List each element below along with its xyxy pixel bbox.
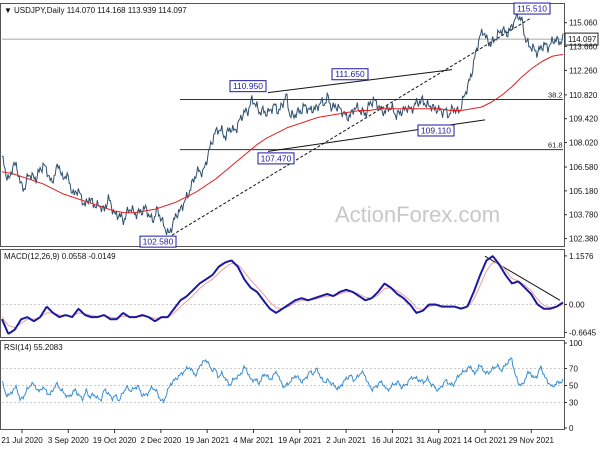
price-y-tick-label: 110.820 <box>569 91 598 100</box>
price-callout-label: 102.580 <box>143 237 174 247</box>
x-tick-label: 2 Dec 2020 <box>140 436 181 445</box>
x-tick-label: 19 Jan 2021 <box>185 436 230 445</box>
price-y-tick-label: 112.260 <box>569 66 598 75</box>
fib-level-label: 38.2 <box>548 90 563 99</box>
rsi-y-tick-label: 50 <box>569 382 578 391</box>
price-title-arrow: ▼ <box>4 6 12 15</box>
price-callout-box <box>417 124 455 137</box>
price-title: USDJPY,Daily 114.070 114.168 113.939 114… <box>14 6 187 15</box>
channel-upper-line <box>267 69 453 94</box>
x-tick-label: 2 Jun 2021 <box>326 436 366 445</box>
price-series <box>1 11 564 236</box>
price-y-tick-label: 109.420 <box>569 115 598 124</box>
price-y-tick-label: 103.780 <box>569 211 598 220</box>
x-tick-label: 31 Aug 2021 <box>416 436 461 445</box>
rsi-y-tick-label: 70 <box>569 365 578 374</box>
macd-pane <box>0 249 565 338</box>
last-price-label: 114.097 <box>568 35 597 44</box>
macd-y-tick-label: 0.00 <box>569 301 585 310</box>
price-y-tick-label: 108.020 <box>569 139 598 148</box>
x-tick-label: 14 Oct 2021 <box>463 436 507 445</box>
macd-signal-series <box>1 262 564 328</box>
macd-series <box>1 255 564 335</box>
macd-y-tick-label: -0.6645 <box>569 328 597 337</box>
rsi-y-tick-label: 100 <box>569 339 583 348</box>
price-y-tick-label: 105.180 <box>569 187 598 196</box>
watermark: ActionForex.com <box>335 202 500 227</box>
price-callout-box <box>229 80 267 93</box>
price-callout-label: 110.950 <box>233 81 263 91</box>
fib-level-label: 61.8 <box>548 141 563 150</box>
price-pane <box>0 3 565 247</box>
x-tick-label: 16 Jul 2021 <box>372 436 414 445</box>
x-tick-label: 29 Nov 2021 <box>509 436 555 445</box>
x-tick-label: 4 Mar 2021 <box>233 436 274 445</box>
price-y-tick-label: 115.060 <box>569 19 598 28</box>
price-callout-box <box>513 2 551 15</box>
rsi-y-tick-label: 30 <box>569 399 578 408</box>
price-callout-label: 115.510 <box>517 4 547 14</box>
price-y-tick-label: 102.380 <box>569 235 598 244</box>
price-y-tick-label: 106.580 <box>569 163 598 172</box>
last-price-tag <box>564 32 599 46</box>
price-callout-label: 109.110 <box>421 125 451 135</box>
price-callout-label: 111.650 <box>335 69 365 79</box>
price-y-tick-label: 113.660 <box>569 43 598 52</box>
price-callout-label: 107.470 <box>261 153 292 163</box>
macd-title: MACD(12,26,9) 0.0558 -0.0149 <box>4 252 116 261</box>
rsi-y-tick-label: 0 <box>569 424 574 433</box>
x-tick-label: 21 Jul 2020 <box>1 436 43 445</box>
x-tick-label: 19 Apr 2021 <box>278 436 322 445</box>
rsi-title: RSI(14) 55.2083 <box>4 343 63 352</box>
x-tick-label: 19 Oct 2020 <box>93 436 137 445</box>
rsi-series <box>1 357 564 405</box>
price-callout-box <box>257 152 295 165</box>
moving-average-series <box>1 53 564 214</box>
price-callout-box <box>331 68 369 81</box>
x-tick-label: 3 Sep 2020 <box>48 436 89 445</box>
price-callout-box <box>139 235 177 248</box>
macd-y-tick-label: 1.1576 <box>569 252 594 261</box>
